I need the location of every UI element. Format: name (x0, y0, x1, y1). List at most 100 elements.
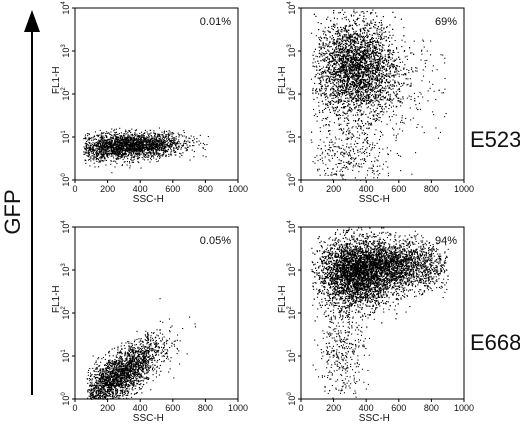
scatter-point (134, 130, 136, 132)
scatter-point (151, 140, 153, 142)
scatter-point (154, 143, 156, 145)
scatter-point (155, 151, 157, 153)
scatter-point (116, 155, 118, 157)
panel-top-right: 0 200 400 600 800 1000100101102103104SSC-HFL1… (277, 1, 474, 205)
scatter-point (130, 151, 132, 153)
scatter-point (167, 137, 169, 139)
scatter-point (101, 135, 103, 137)
scatter-point (144, 148, 146, 150)
scatter-point (129, 149, 131, 151)
scatter-point (110, 139, 112, 141)
scatter-point (353, 50, 355, 52)
scatter-point (372, 67, 374, 69)
scatter-point (156, 145, 158, 147)
scatter-point (87, 150, 89, 152)
scatter-point (137, 149, 139, 151)
scatter-point (389, 57, 391, 59)
scatter-point (150, 139, 152, 141)
scatter-point (140, 167, 142, 169)
scatter-point (158, 139, 160, 141)
scatter-point (373, 54, 375, 56)
scatter-point (100, 152, 102, 154)
scatter-point (380, 24, 382, 26)
scatter-point (134, 139, 136, 141)
scatter-point (336, 45, 338, 47)
scatter-point (152, 151, 154, 153)
scatter-point (176, 143, 178, 145)
scatter-point (385, 87, 387, 89)
gfp-axis-arrow (24, 10, 40, 395)
scatter-point (365, 81, 367, 83)
scatter-point (124, 142, 126, 144)
scatter-point (109, 140, 111, 142)
scatter-point (153, 138, 155, 140)
scatter-point (127, 136, 129, 138)
scatter-point (124, 131, 126, 133)
scatter-point (140, 149, 142, 151)
scatter-point (154, 136, 156, 138)
scatter-point (160, 137, 162, 139)
scatter-point (339, 117, 341, 119)
scatter-point (132, 141, 134, 143)
scatter-point (356, 70, 358, 72)
scatter-point (129, 149, 131, 151)
scatter-point (388, 44, 390, 46)
scatter-point (318, 110, 320, 112)
scatter-point (149, 141, 151, 143)
scatter-point (352, 94, 354, 96)
scatter-point (173, 148, 175, 150)
scatter-point (324, 88, 326, 90)
scatter-point (344, 65, 346, 67)
scatter-point (173, 139, 175, 141)
scatter-point (144, 159, 146, 161)
scatter-point (376, 29, 378, 31)
scatter-point (363, 18, 365, 20)
scatter-point (340, 40, 342, 42)
scatter-point (131, 138, 133, 140)
scatter-point (137, 150, 139, 152)
scatter-point (101, 147, 103, 149)
scatter-point (106, 151, 108, 153)
scatter-point (114, 142, 116, 144)
scatter-point (112, 146, 114, 148)
scatter-point (118, 156, 120, 158)
scatter-point (108, 143, 110, 145)
scatter-point (134, 138, 136, 140)
scatter-point (119, 153, 121, 155)
y-axis-label: FL1-H (51, 66, 62, 94)
scatter-point (336, 18, 338, 20)
scatter-point (157, 144, 159, 146)
scatter-point (327, 62, 329, 64)
scatter-point (155, 140, 157, 142)
scatter-point (100, 145, 102, 147)
scatter-point (141, 148, 143, 150)
scatter-point (127, 158, 129, 160)
scatter-point (159, 143, 161, 145)
scatter-point (343, 92, 345, 94)
scatter-point (85, 138, 87, 140)
scatter-point (156, 146, 158, 148)
scatter-point (109, 152, 111, 154)
scatter-point (338, 57, 340, 59)
scatter-point (181, 154, 183, 156)
scatter-point (110, 131, 112, 133)
scatter-point (111, 149, 113, 151)
scatter-point (159, 138, 161, 140)
scatter-point (120, 135, 122, 137)
scatter-point (339, 93, 341, 95)
scatter-point (162, 148, 164, 150)
scatter-point (97, 153, 99, 155)
scatter-point (118, 138, 120, 140)
scatter-point (327, 58, 329, 60)
scatter-point (178, 139, 180, 141)
scatter-point (96, 151, 98, 153)
scatter-point (175, 146, 177, 148)
scatter-point (184, 147, 186, 149)
scatter-point (131, 155, 133, 157)
scatter-point (135, 150, 137, 152)
scatter-point (350, 47, 352, 49)
scatter-point (365, 85, 367, 87)
y-tick-label: 102 (61, 87, 71, 101)
scatter-point (367, 83, 369, 85)
scatter-point (104, 150, 106, 152)
